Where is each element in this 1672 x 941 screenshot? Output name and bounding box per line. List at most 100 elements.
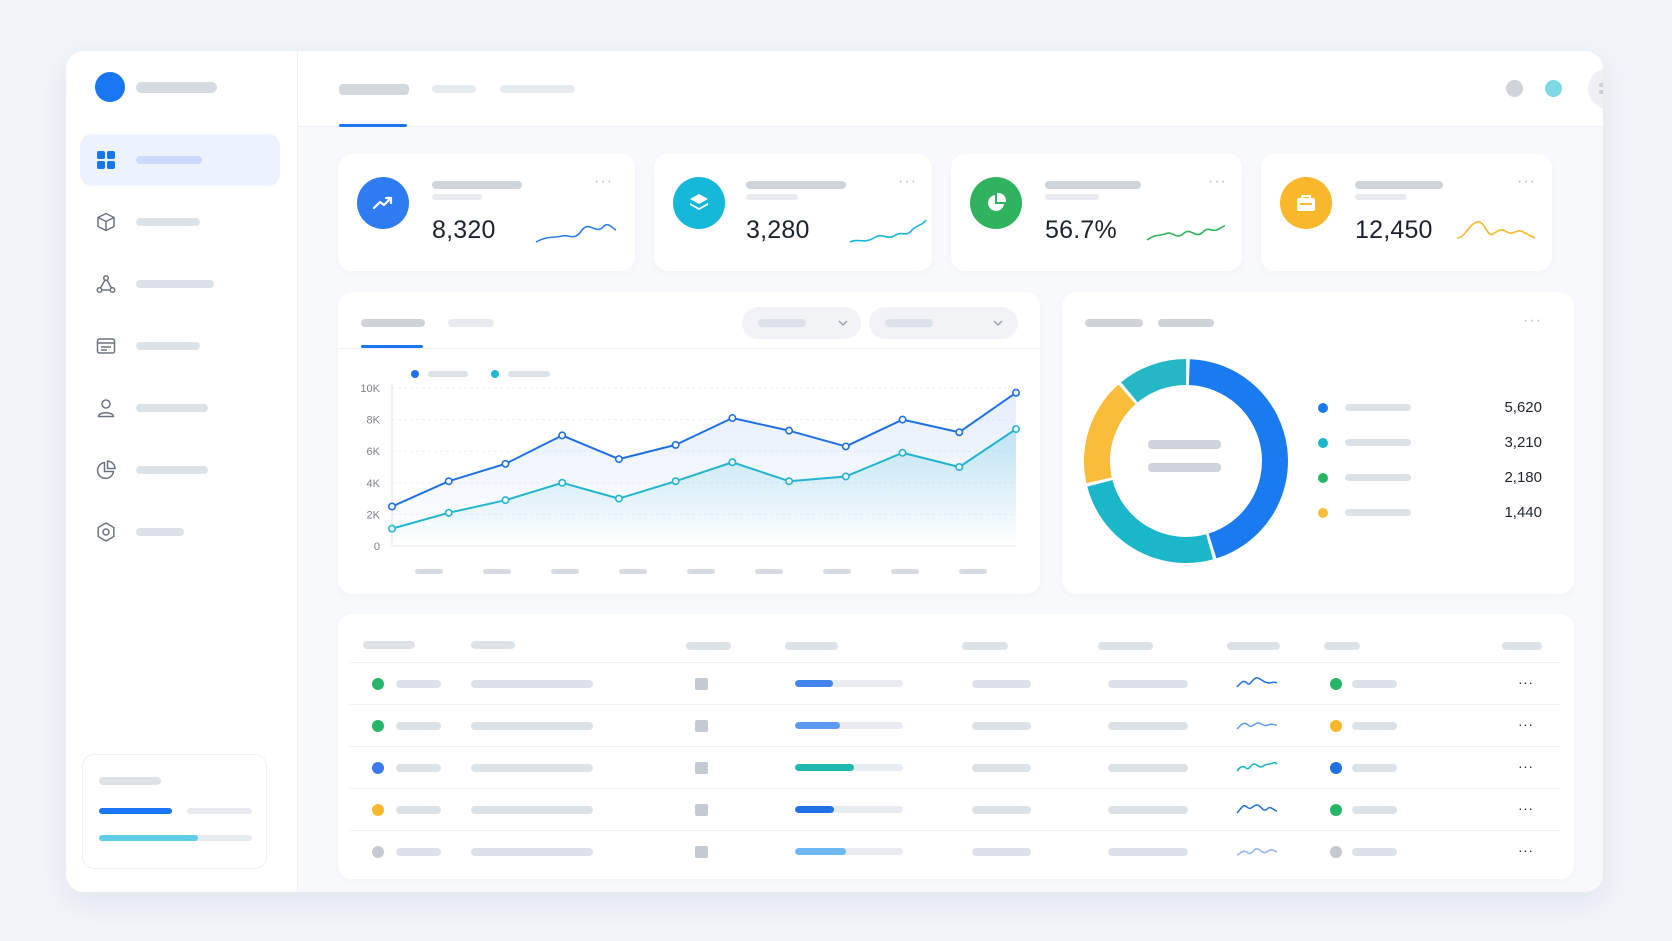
column-header[interactable]	[471, 641, 515, 649]
chart-tab-1[interactable]	[361, 319, 425, 327]
active-tab-indicator	[339, 124, 407, 127]
x-tick-label	[823, 569, 851, 574]
data-point[interactable]	[898, 415, 907, 424]
tab-reports[interactable]	[500, 85, 575, 93]
legend-dot	[1318, 403, 1328, 413]
row-amount	[1108, 848, 1188, 856]
tab-analytics[interactable]	[432, 85, 476, 93]
data-point[interactable]	[558, 431, 567, 440]
table-row[interactable]: ···	[349, 746, 1560, 788]
row-name	[471, 722, 593, 730]
donut-center-label	[1148, 440, 1221, 449]
menu-icon[interactable]	[1588, 68, 1603, 109]
data-point[interactable]	[444, 477, 453, 486]
status-icon[interactable]	[1545, 80, 1562, 97]
row-tag	[1352, 722, 1397, 730]
logo-icon[interactable]	[95, 72, 125, 102]
column-header[interactable]	[363, 641, 415, 649]
notification-icon[interactable]	[1506, 80, 1523, 97]
row-date	[972, 764, 1031, 772]
sidebar-item-products[interactable]	[80, 196, 280, 248]
data-point[interactable]	[614, 455, 623, 464]
range-select[interactable]	[742, 307, 861, 339]
legend-label-2	[508, 371, 550, 377]
tab-overview[interactable]	[339, 84, 409, 95]
stat-value: 3,280	[746, 216, 810, 244]
column-header[interactable]	[1324, 642, 1360, 650]
progress-bar	[795, 848, 903, 855]
row-more-button[interactable]: ···	[1518, 842, 1534, 858]
pie-chart-icon	[96, 460, 116, 480]
row-sparkline	[1236, 722, 1278, 730]
sidebar-item-label	[136, 404, 208, 412]
wallet-icon	[1280, 177, 1332, 229]
donut-slice-4[interactable]	[1121, 359, 1187, 403]
file-icon[interactable]	[695, 804, 708, 816]
stat-card-1[interactable]: 8,320 ···	[338, 154, 635, 271]
row-id	[396, 764, 441, 772]
donut-slice-1[interactable]	[1188, 359, 1288, 559]
more-icon[interactable]: ···	[1208, 173, 1227, 190]
donut-slice-2[interactable]	[1087, 479, 1213, 563]
sidebar-item-orders[interactable]	[80, 320, 280, 372]
sidebar-item-network[interactable]	[80, 258, 280, 310]
data-point[interactable]	[671, 440, 680, 449]
y-tick-label: 4K	[367, 478, 381, 490]
file-icon[interactable]	[695, 846, 708, 858]
status-dot	[372, 804, 384, 816]
sidebar-item-label	[136, 466, 208, 474]
pie-icon	[970, 177, 1022, 229]
more-icon[interactable]: ···	[1517, 173, 1536, 190]
stat-card-3[interactable]: 56.7% ···	[951, 154, 1242, 271]
more-icon[interactable]: ···	[594, 173, 613, 190]
sidebar-item-reports[interactable]	[80, 444, 280, 496]
column-header[interactable]	[962, 642, 1008, 650]
column-header[interactable]	[686, 642, 731, 650]
network-icon	[96, 274, 116, 294]
row-more-button[interactable]: ···	[1518, 758, 1534, 774]
gear-icon	[97, 522, 115, 542]
more-icon[interactable]: ···	[1523, 312, 1542, 329]
legend-label	[1345, 439, 1411, 446]
chart-tab-2[interactable]	[448, 319, 494, 327]
legend-series-1	[411, 370, 419, 378]
data-point[interactable]	[785, 426, 794, 435]
table-row[interactable]: ···	[349, 704, 1560, 746]
storage-title	[99, 777, 161, 785]
data-point[interactable]	[501, 459, 510, 468]
row-tag	[1352, 764, 1397, 772]
file-icon[interactable]	[695, 720, 708, 732]
cube-icon	[97, 212, 115, 232]
stat-card-4[interactable]: 12,450 ···	[1261, 154, 1552, 271]
stat-value: 8,320	[432, 216, 496, 244]
metric-select[interactable]	[869, 307, 1018, 339]
file-icon[interactable]	[695, 762, 708, 774]
more-icon[interactable]: ···	[898, 173, 917, 190]
data-point[interactable]	[955, 428, 964, 437]
column-header[interactable]	[785, 642, 838, 650]
file-icon[interactable]	[695, 678, 708, 690]
stat-card-2[interactable]: 3,280 ···	[654, 154, 932, 271]
row-sparkline	[1236, 804, 1278, 814]
column-header[interactable]	[1098, 642, 1153, 650]
sidebar-item-users[interactable]	[80, 382, 280, 434]
table-row[interactable]: ···	[349, 662, 1560, 704]
sidebar-item-dashboard[interactable]	[80, 134, 280, 186]
data-point[interactable]	[387, 502, 396, 511]
sidebar-item-settings[interactable]	[80, 506, 280, 558]
donut-slice-3[interactable]	[1084, 384, 1136, 484]
table-row[interactable]: ···	[349, 788, 1560, 830]
series-area-1	[392, 392, 1016, 546]
row-date	[972, 722, 1031, 730]
data-point[interactable]	[841, 442, 850, 451]
table-row[interactable]: ···	[349, 830, 1560, 872]
row-more-button[interactable]: ···	[1518, 674, 1534, 690]
data-point[interactable]	[1011, 388, 1020, 397]
row-more-button[interactable]: ···	[1518, 716, 1534, 732]
column-header[interactable]	[1502, 642, 1542, 650]
topbar	[298, 51, 1603, 127]
donut-chart-card: ··· 5,620 3,210 2,180 1,440	[1062, 292, 1574, 594]
row-more-button[interactable]: ···	[1518, 800, 1534, 816]
column-header[interactable]	[1227, 642, 1280, 650]
data-point[interactable]	[728, 414, 737, 423]
